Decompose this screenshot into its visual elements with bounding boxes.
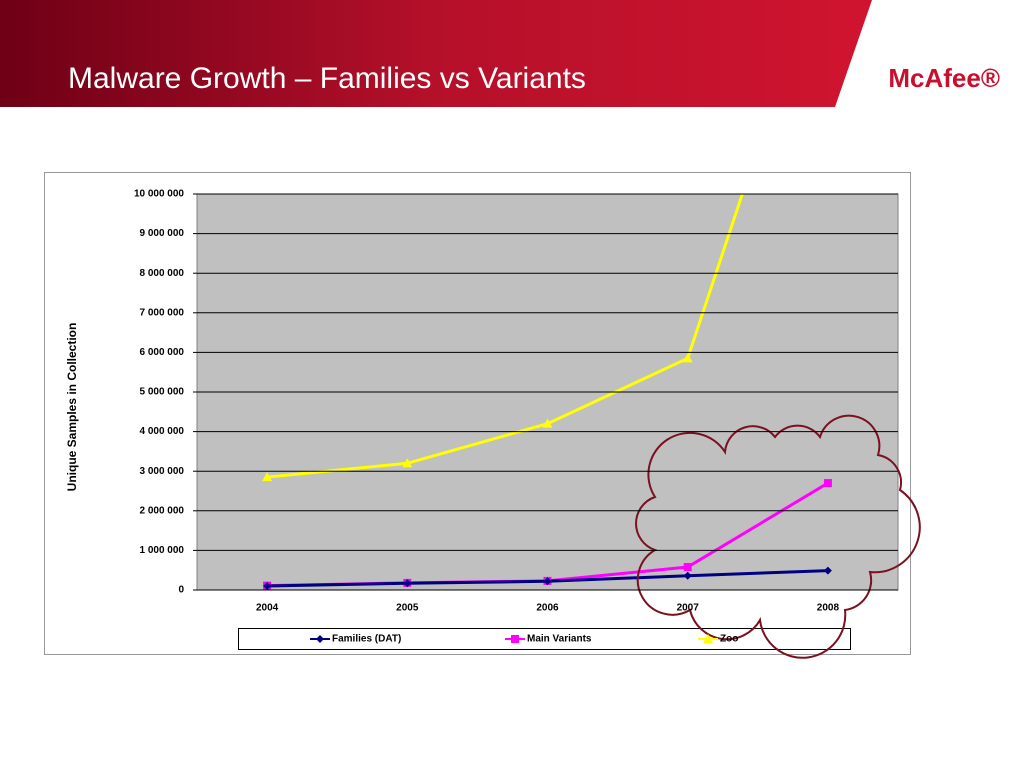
- y-tick-label: 3 000 000: [140, 466, 185, 477]
- legend-marker: [316, 635, 324, 643]
- y-tick-label: 7 000 000: [140, 307, 185, 318]
- y-tick-label: 1 000 000: [140, 545, 185, 556]
- x-tick-label: 2006: [536, 603, 559, 614]
- marker: [823, 479, 832, 488]
- marker: [262, 472, 273, 482]
- legend: [238, 628, 851, 650]
- legend-label: Main Variants: [527, 634, 592, 645]
- y-tick-label: 0: [178, 585, 184, 596]
- header-band: [0, 0, 872, 107]
- legend-label: Zoo: [720, 634, 738, 645]
- plot: [262, 194, 832, 590]
- marker: [402, 458, 413, 468]
- x-tick-label: 2008: [817, 603, 840, 614]
- marker: [823, 566, 832, 575]
- y-axis-label: Unique Samples in Collection: [65, 323, 79, 492]
- legend-marker: [511, 635, 519, 643]
- logo: McAfee®: [888, 63, 1000, 93]
- marker: [263, 582, 272, 590]
- y-tick-label: 9 000 000: [140, 228, 185, 239]
- cloud-annotation: [635, 414, 921, 659]
- y-tick-label: 10 000 000: [134, 189, 184, 200]
- marker: [682, 353, 693, 363]
- legend-marker: [703, 634, 713, 643]
- marker: [542, 418, 553, 428]
- x-tick-label: 2005: [396, 603, 419, 614]
- y-tick-label: 6 000 000: [140, 347, 185, 358]
- legend-label: Families (DAT): [332, 634, 401, 645]
- marker: [683, 571, 692, 580]
- slide-title: Malware Growth – Families vs Variants: [68, 62, 586, 95]
- y-tick-label: 4 000 000: [140, 426, 185, 437]
- x-tick-label: 2007: [677, 603, 700, 614]
- marker: [543, 577, 552, 586]
- marker: [403, 579, 412, 588]
- y-tick-label: 5 000 000: [140, 387, 185, 398]
- marker: [683, 563, 692, 572]
- y-tick-label: 8 000 000: [140, 268, 185, 279]
- y-tick-label: 2 000 000: [140, 505, 185, 516]
- x-tick-label: 2004: [256, 603, 279, 614]
- series-layer: [262, 194, 832, 590]
